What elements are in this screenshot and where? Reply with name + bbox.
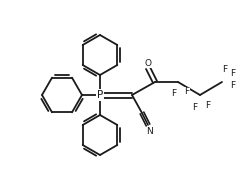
Text: N: N	[146, 127, 153, 135]
Text: F: F	[192, 102, 197, 112]
Text: F: F	[205, 100, 210, 109]
Text: F: F	[222, 65, 227, 73]
Text: F: F	[171, 89, 176, 98]
Text: P: P	[97, 90, 103, 100]
Text: O: O	[144, 59, 151, 68]
Text: F: F	[230, 70, 235, 79]
Text: F: F	[184, 88, 189, 96]
Text: F: F	[230, 81, 235, 89]
